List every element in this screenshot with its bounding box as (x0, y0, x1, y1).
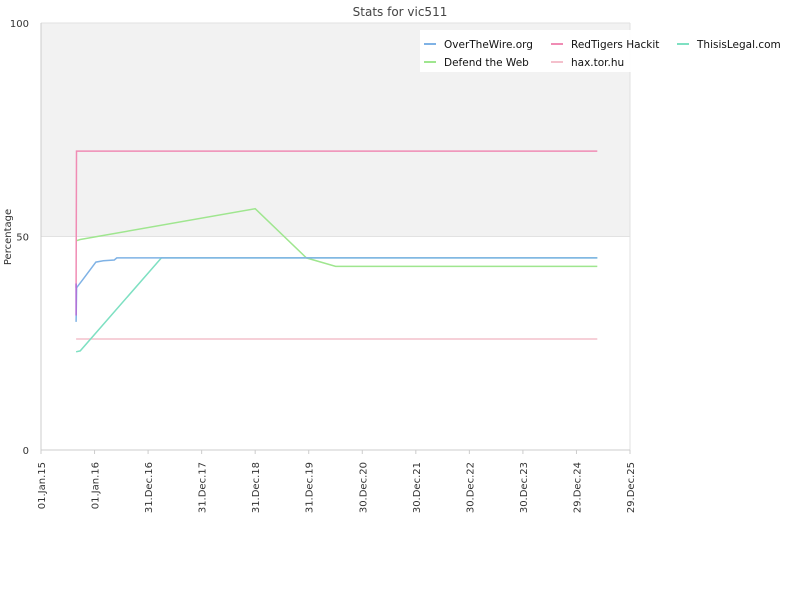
x-tick-label: 29.Dec.24 (572, 462, 583, 513)
legend: OverTheWire.org RedTigers Hackit ThisisLeg… (420, 30, 795, 72)
x-tick-labels: 01.Jan.15 01.Jan.16 31.Dec.16 31.Dec.17 31.D… (37, 450, 637, 513)
x-tick-label: 30.Dec.23 (519, 462, 530, 513)
legend-label: RedTigers Hackit (571, 39, 659, 51)
legend-label: hax.tor.hu (571, 57, 624, 69)
series-line-redtigers-hackit (75, 150, 598, 288)
y-tick-label: 0 (23, 446, 29, 457)
x-tick-label: 30.Dec.22 (465, 462, 476, 513)
x-tick-label: 29.Dec.25 (626, 462, 637, 513)
chart-title: Stats for vic511 (352, 5, 448, 19)
x-tick-label: 01.Jan.16 (91, 462, 102, 509)
legend-box (420, 30, 795, 72)
x-tick-label: 31.Dec.18 (251, 462, 262, 513)
series-line-thisislegal-com (75, 257, 598, 353)
axes (40, 23, 631, 451)
series-line-overthewire-org (75, 257, 598, 322)
x-tick-label: 31.Dec.16 (144, 462, 155, 513)
series-lines (75, 150, 598, 353)
x-tick-label: 31.Dec.17 (198, 462, 209, 513)
series-line-defend-the-web (75, 207, 598, 268)
y-axis-label: Percentage (3, 209, 14, 265)
x-tick-label: 31.Dec.19 (305, 462, 316, 513)
y-tick-label: 50 (16, 233, 29, 244)
legend-label: ThisisLegal.com (696, 39, 781, 51)
x-tick-label: 30.Dec.21 (412, 462, 423, 513)
y-tick-labels: 0 50 100 (10, 19, 29, 457)
legend-label: Defend the Web (444, 57, 529, 69)
x-tick-label: 01.Jan.15 (37, 462, 48, 509)
y-tick-label: 100 (10, 19, 29, 30)
x-tick-label: 30.Dec.20 (358, 462, 369, 513)
legend-label: OverTheWire.org (444, 39, 533, 51)
